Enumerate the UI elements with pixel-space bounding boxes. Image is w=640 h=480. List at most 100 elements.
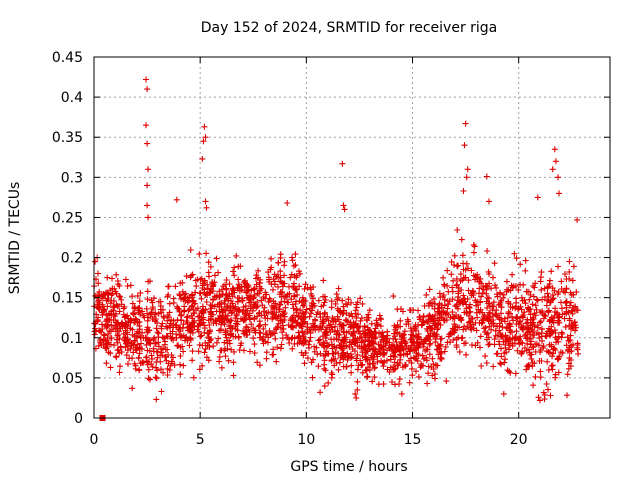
- data-point: [149, 305, 156, 312]
- data-point: [340, 322, 347, 329]
- data-point: [570, 291, 577, 298]
- data-point: [252, 327, 259, 334]
- data-point: [353, 304, 360, 311]
- data-point: [152, 340, 159, 347]
- data-point: [438, 355, 445, 362]
- data-point: [466, 313, 472, 319]
- data-point: [145, 278, 152, 285]
- data-point: [521, 309, 528, 316]
- data-point: [522, 267, 529, 274]
- data-point: [263, 331, 270, 338]
- data-point: [368, 334, 375, 341]
- data-point: [353, 394, 360, 401]
- data-point: [111, 342, 117, 349]
- data-point: [131, 305, 138, 312]
- data-point: [557, 349, 564, 356]
- data-point: [192, 277, 199, 284]
- data-point: [462, 120, 469, 127]
- data-point: [145, 375, 152, 382]
- data-point: [302, 298, 309, 305]
- data-point: [538, 358, 545, 364]
- data-point: [574, 340, 581, 347]
- data-point: [243, 327, 249, 334]
- data-point: [311, 322, 317, 329]
- data-point: [329, 345, 336, 352]
- data-point: [498, 333, 504, 340]
- data-point: [206, 344, 213, 350]
- data-point: [504, 314, 511, 321]
- data-point: [454, 263, 461, 270]
- data-point: [348, 299, 354, 306]
- data-point: [165, 283, 172, 290]
- data-point: [262, 321, 269, 328]
- data-point: [398, 338, 405, 345]
- data-point: [231, 264, 238, 271]
- data-point: [548, 362, 555, 369]
- data-point: [136, 298, 143, 305]
- data-point: [143, 341, 150, 348]
- data-point: [129, 293, 136, 300]
- data-point: [519, 297, 526, 304]
- data-point: [486, 300, 493, 307]
- data-point: [486, 198, 492, 205]
- data-point: [228, 310, 235, 317]
- data-point: [511, 335, 518, 342]
- data-point: [477, 333, 484, 340]
- data-point: [335, 366, 342, 373]
- data-point: [167, 330, 174, 337]
- data-point: [442, 343, 449, 350]
- data-point: [351, 330, 358, 337]
- data-point: [531, 310, 538, 317]
- data-point: [144, 86, 151, 93]
- data-point: [307, 334, 314, 341]
- data-point: [334, 327, 341, 334]
- data-point: [136, 304, 143, 311]
- data-point: [268, 255, 275, 262]
- data-point: [366, 327, 373, 334]
- data-point: [346, 353, 352, 359]
- data-point: [519, 348, 526, 355]
- data-point: [274, 344, 281, 351]
- data-point: [153, 364, 159, 371]
- data-point: [251, 302, 257, 308]
- data-point: [311, 348, 318, 355]
- data-point: [484, 295, 491, 302]
- data-point: [302, 281, 309, 288]
- data-point: [334, 313, 341, 320]
- data-point: [562, 271, 568, 277]
- data-point: [312, 326, 319, 333]
- data-point: [116, 369, 123, 376]
- data-point: [145, 166, 152, 173]
- data-point: [502, 344, 509, 351]
- data-point: [272, 335, 279, 342]
- data-point: [328, 336, 335, 343]
- data-point: [447, 314, 454, 321]
- data-point: [230, 268, 237, 275]
- data-point: [227, 303, 234, 310]
- data-point: [180, 321, 187, 328]
- data-point: [306, 313, 313, 320]
- data-point: [95, 314, 102, 321]
- x-tick-label: 10: [297, 432, 315, 448]
- data-point: [260, 325, 267, 332]
- data-point: [177, 312, 184, 319]
- data-point: [358, 362, 365, 369]
- data-point: [203, 204, 210, 211]
- data-point: [323, 316, 330, 323]
- data-point: [303, 306, 310, 313]
- data-point: [537, 349, 543, 355]
- data-point: [159, 320, 166, 327]
- data-point: [423, 357, 430, 364]
- data-point: [288, 296, 295, 303]
- data-point: [545, 309, 552, 316]
- data-point: [218, 364, 225, 371]
- data-point: [277, 268, 284, 275]
- y-tick-label: 0.15: [52, 291, 83, 307]
- data-point: [450, 337, 457, 343]
- data-point: [487, 310, 494, 317]
- data-point: [503, 349, 510, 356]
- data-point: [280, 280, 287, 287]
- data-point: [163, 353, 169, 360]
- data-point: [468, 267, 475, 274]
- data-point: [205, 259, 212, 266]
